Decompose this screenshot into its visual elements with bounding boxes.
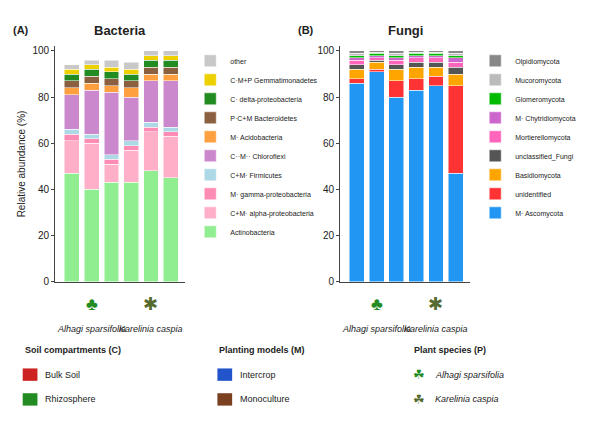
svg-text:Actinobacteria: Actinobacteria xyxy=(230,229,274,236)
svg-text:40: 40 xyxy=(38,184,50,195)
svg-text:80: 80 xyxy=(323,92,335,103)
svg-text:Plant species (P): Plant species (P) xyxy=(414,345,486,355)
svg-text:M· Ascomycota: M· Ascomycota xyxy=(515,210,563,218)
svg-text:other: other xyxy=(230,58,247,65)
svg-text:Karelinia caspia: Karelinia caspia xyxy=(119,324,183,334)
svg-text:Monoculture: Monoculture xyxy=(240,394,290,404)
svg-text:100: 100 xyxy=(317,45,334,56)
svg-text:C+M· Firmicutes: C+M· Firmicutes xyxy=(230,172,282,179)
svg-text:M· gamma-proteobacteria: M· gamma-proteobacteria xyxy=(230,191,311,199)
svg-text:M· Acidobacteria: M· Acidobacteria xyxy=(230,134,282,141)
svg-text:40: 40 xyxy=(323,184,335,195)
svg-text:Soil compartments (C): Soil compartments (C) xyxy=(25,345,121,355)
svg-text:0: 0 xyxy=(44,276,50,287)
svg-text:Karelinia caspia: Karelinia caspia xyxy=(435,394,499,404)
svg-text:Bulk Soil: Bulk Soil xyxy=(45,370,80,380)
svg-text:✱: ✱ xyxy=(428,294,443,314)
svg-text:P·C+M Bacteroidetes: P·C+M Bacteroidetes xyxy=(230,115,297,122)
svg-text:(B): (B) xyxy=(298,24,314,36)
svg-text:60: 60 xyxy=(323,138,335,149)
svg-text:20: 20 xyxy=(38,230,50,241)
svg-text:60: 60 xyxy=(38,138,50,149)
svg-text:Olpidiomycota: Olpidiomycota xyxy=(515,58,559,66)
svg-text:C· delta-proteobacteria: C· delta-proteobacteria xyxy=(230,96,302,104)
svg-text:C··M·· Chloroflexi: C··M·· Chloroflexi xyxy=(230,153,286,160)
svg-text:Bacteria: Bacteria xyxy=(94,23,146,38)
svg-text:Mortierellomycota: Mortierellomycota xyxy=(515,134,570,142)
svg-text:Karelinia caspia: Karelinia caspia xyxy=(404,324,468,334)
svg-text:C·M+P Gemmatimonadetes: C·M+P Gemmatimonadetes xyxy=(230,77,317,84)
svg-text:Rhizosphere: Rhizosphere xyxy=(45,394,96,404)
svg-text:Alhagi sparsifolia: Alhagi sparsifolia xyxy=(57,324,126,334)
svg-text:C+M· alpha-proteobacteria: C+M· alpha-proteobacteria xyxy=(230,210,314,218)
svg-text:♣: ♣ xyxy=(371,294,383,314)
svg-text:Relative abundance (%): Relative abundance (%) xyxy=(16,111,27,218)
svg-text:Planting models (M): Planting models (M) xyxy=(219,345,305,355)
svg-text:80: 80 xyxy=(38,92,50,103)
svg-text:(A): (A) xyxy=(13,24,29,36)
svg-text:unclassified_Fungi: unclassified_Fungi xyxy=(515,153,573,161)
svg-text:20: 20 xyxy=(323,230,335,241)
svg-text:M· Chytridiomycota: M· Chytridiomycota xyxy=(515,115,575,123)
svg-text:Intercrop: Intercrop xyxy=(240,370,276,380)
svg-text:Alhagi sparsifolia: Alhagi sparsifolia xyxy=(342,324,411,334)
svg-text:☘: ☘ xyxy=(413,392,425,407)
svg-text:♣: ♣ xyxy=(86,294,98,314)
svg-text:✱: ✱ xyxy=(143,294,158,314)
svg-text:100: 100 xyxy=(32,45,49,56)
svg-text:0: 0 xyxy=(329,276,335,287)
svg-text:unidentified: unidentified xyxy=(515,191,551,198)
svg-text:Fungi: Fungi xyxy=(388,23,423,38)
svg-text:Mucoromycota: Mucoromycota xyxy=(515,77,561,85)
svg-text:Alhagi sparsifolia: Alhagi sparsifolia xyxy=(435,370,504,380)
svg-text:Glomeromycota: Glomeromycota xyxy=(515,96,565,104)
svg-text:☘: ☘ xyxy=(413,367,425,382)
svg-text:Basidiomycota: Basidiomycota xyxy=(515,172,561,180)
